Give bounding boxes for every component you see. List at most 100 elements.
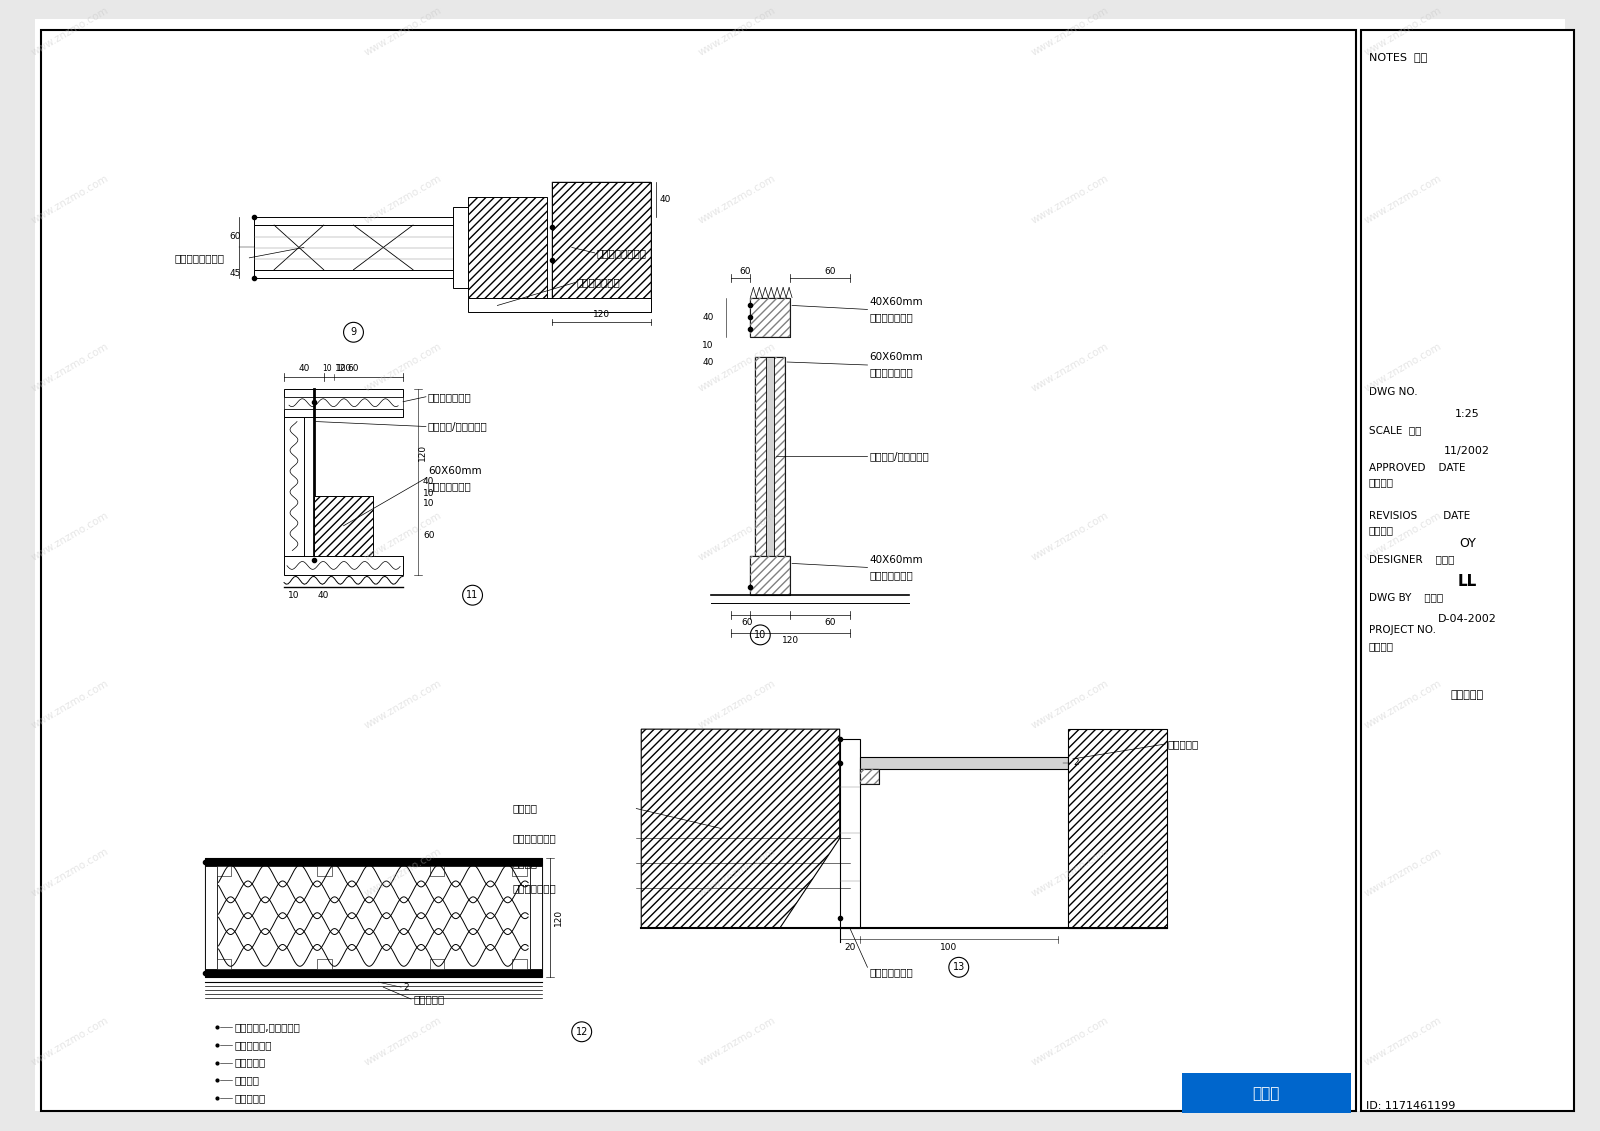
- Bar: [317, 959, 331, 969]
- Text: www.znzmo.com: www.znzmo.com: [29, 510, 110, 562]
- Text: 填充玻璃岩棉: 填充玻璃岩棉: [235, 1039, 272, 1050]
- Text: 60: 60: [824, 267, 835, 276]
- Bar: [750, 555, 790, 595]
- Text: 60X60mm: 60X60mm: [427, 466, 482, 476]
- Text: 60: 60: [824, 619, 835, 628]
- Text: 10: 10: [322, 364, 331, 373]
- Text: ID: 1171461199: ID: 1171461199: [1365, 1102, 1454, 1111]
- Text: 60: 60: [742, 619, 754, 628]
- Text: 2: 2: [403, 983, 408, 992]
- Text: 9: 9: [350, 327, 357, 337]
- Text: 樱桃木饰面夹板门: 樱桃木饰面夹板门: [174, 253, 226, 262]
- Text: 60X60mm: 60X60mm: [869, 352, 923, 362]
- Text: DWG NO.: DWG NO.: [1368, 387, 1418, 397]
- Bar: [750, 297, 790, 337]
- Bar: [840, 739, 859, 927]
- Text: www.znzmo.com: www.znzmo.com: [1029, 173, 1110, 226]
- Text: 40: 40: [422, 476, 434, 485]
- Text: 九厘衬板: 九厘衬板: [235, 1076, 259, 1086]
- Bar: [1067, 729, 1166, 927]
- Text: 40: 40: [298, 364, 309, 373]
- Bar: [750, 297, 790, 337]
- Bar: [285, 408, 403, 416]
- Text: REVISIOS        DATE: REVISIOS DATE: [1368, 511, 1470, 521]
- Text: 12: 12: [576, 1027, 587, 1037]
- Text: 10: 10: [422, 500, 435, 509]
- Text: 1:25: 1:25: [1454, 408, 1480, 418]
- Text: www.znzmo.com: www.znzmo.com: [1029, 1015, 1110, 1068]
- Bar: [859, 757, 1067, 769]
- Text: 修改日期: 修改日期: [1368, 526, 1394, 535]
- Bar: [1360, 29, 1574, 1111]
- Text: 知乎卡: 知乎卡: [1253, 1086, 1280, 1100]
- Bar: [1182, 1073, 1350, 1113]
- Text: www.znzmo.com: www.znzmo.com: [696, 847, 778, 899]
- Text: 120: 120: [419, 443, 427, 460]
- Text: 樱桃木饰面龙骨墙: 樱桃木饰面龙骨墙: [597, 248, 646, 258]
- Text: www.znzmo.com: www.znzmo.com: [1363, 173, 1443, 226]
- Text: OY: OY: [1459, 537, 1475, 550]
- Text: 2: 2: [1074, 759, 1078, 767]
- Bar: [467, 297, 651, 312]
- Text: SCALE  比例: SCALE 比例: [1368, 425, 1421, 434]
- Text: 40: 40: [659, 195, 670, 204]
- Text: 节点详图三: 节点详图三: [1451, 690, 1483, 700]
- Bar: [766, 357, 774, 576]
- Text: DWG BY    绘图员: DWG BY 绘图员: [1368, 593, 1443, 603]
- Bar: [859, 769, 880, 784]
- Text: www.znzmo.com: www.znzmo.com: [1363, 342, 1443, 394]
- Bar: [453, 207, 467, 287]
- Text: 双层石膏板: 双层石膏板: [235, 1057, 266, 1068]
- Text: www.znzmo.com: www.znzmo.com: [1029, 847, 1110, 899]
- Text: 60: 60: [347, 364, 360, 373]
- Text: 工程编号: 工程编号: [1368, 641, 1394, 651]
- Text: www.znzmo.com: www.znzmo.com: [1363, 847, 1443, 899]
- Text: 十八厘板找平层: 十八厘板找平层: [512, 834, 557, 844]
- Text: 樱桃木饰面竖撑: 樱桃木饰面竖撑: [869, 967, 914, 977]
- Text: www.znzmo.com: www.znzmo.com: [696, 342, 778, 394]
- Bar: [216, 959, 232, 969]
- Bar: [254, 217, 453, 225]
- Text: 10: 10: [288, 590, 299, 599]
- Text: APPROVED    DATE: APPROVED DATE: [1368, 463, 1466, 473]
- Text: www.znzmo.com: www.znzmo.com: [29, 5, 110, 58]
- Text: 40: 40: [318, 590, 330, 599]
- Text: www.znzmo.com: www.znzmo.com: [363, 679, 443, 731]
- Text: 审核日期: 审核日期: [1368, 476, 1394, 486]
- Text: 10: 10: [702, 340, 714, 349]
- Bar: [205, 858, 542, 866]
- Text: 面扫乳胶漆: 面扫乳胶漆: [413, 994, 445, 1004]
- Text: www.znzmo.com: www.znzmo.com: [696, 5, 778, 58]
- Text: 40X60mm: 40X60mm: [869, 555, 923, 566]
- Text: 60: 60: [230, 232, 242, 241]
- Text: www.znzmo.com: www.znzmo.com: [696, 1015, 778, 1068]
- Text: 120: 120: [554, 909, 563, 926]
- Bar: [317, 866, 331, 877]
- Text: 结构柱体: 结构柱体: [512, 803, 538, 813]
- Text: NOTES  备注: NOTES 备注: [1368, 52, 1427, 62]
- Text: www.znzmo.com: www.znzmo.com: [363, 847, 443, 899]
- Bar: [552, 182, 651, 312]
- Bar: [254, 270, 453, 278]
- Text: 双层石膏板,面扫乳胶漆: 双层石膏板,面扫乳胶漆: [235, 1021, 301, 1031]
- Text: 清玻璃隔墙: 清玻璃隔墙: [1166, 739, 1198, 749]
- Bar: [530, 866, 542, 969]
- Bar: [512, 959, 526, 969]
- Text: 40: 40: [702, 313, 714, 322]
- Text: www.znzmo.com: www.znzmo.com: [1029, 5, 1110, 58]
- Bar: [512, 866, 526, 877]
- Text: www.znzmo.com: www.znzmo.com: [363, 173, 443, 226]
- Text: 樱桃木饰面横撑: 樱桃木饰面横撑: [869, 312, 914, 322]
- Bar: [285, 397, 403, 408]
- Bar: [42, 29, 1355, 1111]
- Bar: [552, 182, 651, 312]
- Text: www.znzmo.com: www.znzmo.com: [363, 1015, 443, 1068]
- Bar: [205, 858, 542, 977]
- Text: www.znzmo.com: www.znzmo.com: [363, 342, 443, 394]
- Text: 120: 120: [594, 310, 610, 319]
- Bar: [205, 866, 216, 969]
- Text: 三厘饰面板: 三厘饰面板: [235, 1094, 266, 1103]
- Text: www.znzmo.com: www.znzmo.com: [29, 847, 110, 899]
- Bar: [285, 555, 403, 576]
- Bar: [429, 959, 445, 969]
